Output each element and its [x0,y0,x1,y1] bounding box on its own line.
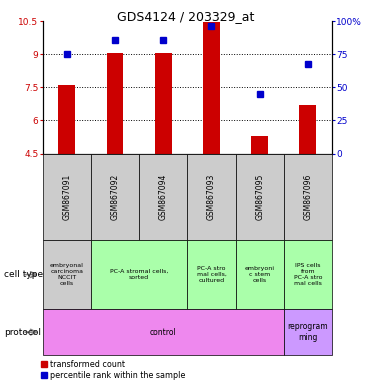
Legend: transformed count, percentile rank within the sample: transformed count, percentile rank withi… [41,360,186,380]
Bar [58,85,75,154]
Text: GDS4124 / 203329_at: GDS4124 / 203329_at [117,10,254,23]
Text: reprogram
ming: reprogram ming [288,323,328,342]
Text: GSM867096: GSM867096 [303,174,312,220]
Bar [251,136,268,154]
Bar [155,53,172,154]
Text: control: control [150,328,177,337]
Bar [106,53,124,154]
Bar [203,22,220,154]
Text: cell type: cell type [4,270,43,279]
Text: IPS cells
from
PC-A stro
mal cells: IPS cells from PC-A stro mal cells [294,263,322,286]
Text: PC-A stro
mal cells,
cultured: PC-A stro mal cells, cultured [197,266,226,283]
Text: protocol: protocol [4,328,41,337]
Text: PC-A stromal cells,
sorted: PC-A stromal cells, sorted [110,269,168,280]
Text: embryonal
carcinoma
NCCIT
cells: embryonal carcinoma NCCIT cells [50,263,84,286]
Text: embryoni
c stem
cells: embryoni c stem cells [245,266,275,283]
Text: GSM867093: GSM867093 [207,174,216,220]
Bar [299,105,316,154]
Text: GSM867091: GSM867091 [62,174,71,220]
Text: GSM867092: GSM867092 [111,174,119,220]
Text: GSM867095: GSM867095 [255,174,264,220]
Text: GSM867094: GSM867094 [159,174,168,220]
